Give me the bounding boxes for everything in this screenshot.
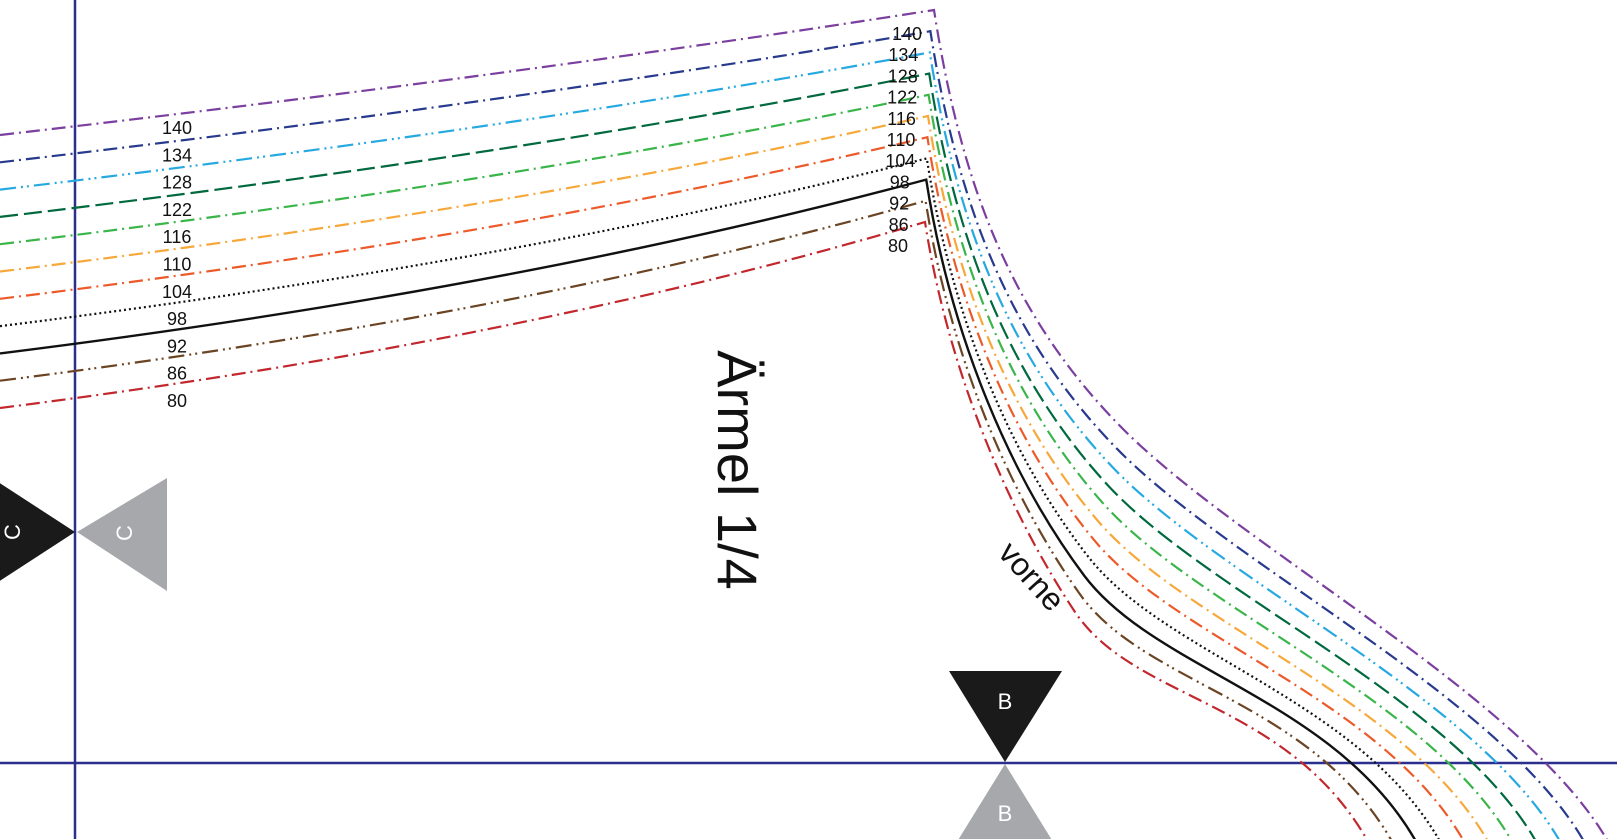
size-label-left-104: 104 [162, 282, 192, 302]
piece-side-label: vorne [992, 535, 1072, 619]
size-label-right-140: 140 [892, 24, 922, 44]
notch-c-gray: C [77, 478, 167, 591]
size-line-122 [0, 72, 1536, 839]
size-label-right-134: 134 [888, 45, 918, 65]
size-lines-group [0, 8, 1608, 839]
size-label-left-92: 92 [167, 336, 187, 356]
size-label-left-110: 110 [163, 255, 192, 275]
size-label-right-98: 98 [890, 172, 910, 192]
size-label-left-128: 128 [162, 173, 192, 193]
size-line-104 [0, 135, 1464, 839]
size-label-right-110: 110 [887, 130, 916, 150]
notch-b-gray-label: B [998, 801, 1013, 826]
notch-b-black-label: B [998, 689, 1013, 714]
notch-b-gray: B [958, 764, 1052, 839]
size-label-right-116: 116 [887, 109, 916, 129]
size-label-right-92: 92 [889, 194, 909, 214]
piece-title: Ärmel 1/4 [706, 350, 769, 590]
size-label-left-86: 86 [167, 364, 187, 384]
size-label-left-116: 116 [163, 227, 192, 247]
size-label-right-80: 80 [888, 236, 908, 256]
size-line-92 [0, 178, 1416, 839]
size-label-left-122: 122 [162, 200, 192, 220]
size-labels-left-group: 140 134 128 122 116 110 104 98 92 86 80 [162, 118, 192, 411]
size-label-left-98: 98 [167, 309, 187, 329]
size-label-right-122: 122 [887, 88, 917, 108]
size-label-right-86: 86 [889, 215, 909, 235]
size-line-86 [0, 199, 1392, 839]
size-line-80 [0, 220, 1368, 839]
size-label-right-128: 128 [888, 66, 918, 86]
size-line-140 [0, 8, 1608, 839]
size-label-left-134: 134 [162, 145, 192, 165]
size-label-right-104: 104 [885, 151, 915, 171]
size-line-110 [0, 114, 1488, 839]
notch-c-black-label: C [0, 524, 25, 540]
size-label-left-80: 80 [167, 391, 187, 411]
notch-c-gray-label: C [112, 525, 137, 541]
size-line-134 [0, 29, 1584, 839]
size-line-128 [0, 51, 1560, 839]
notch-c-black: C [0, 483, 75, 581]
size-label-left-140: 140 [162, 118, 192, 138]
size-line-116 [0, 93, 1512, 839]
notch-b-black: B [949, 671, 1062, 762]
